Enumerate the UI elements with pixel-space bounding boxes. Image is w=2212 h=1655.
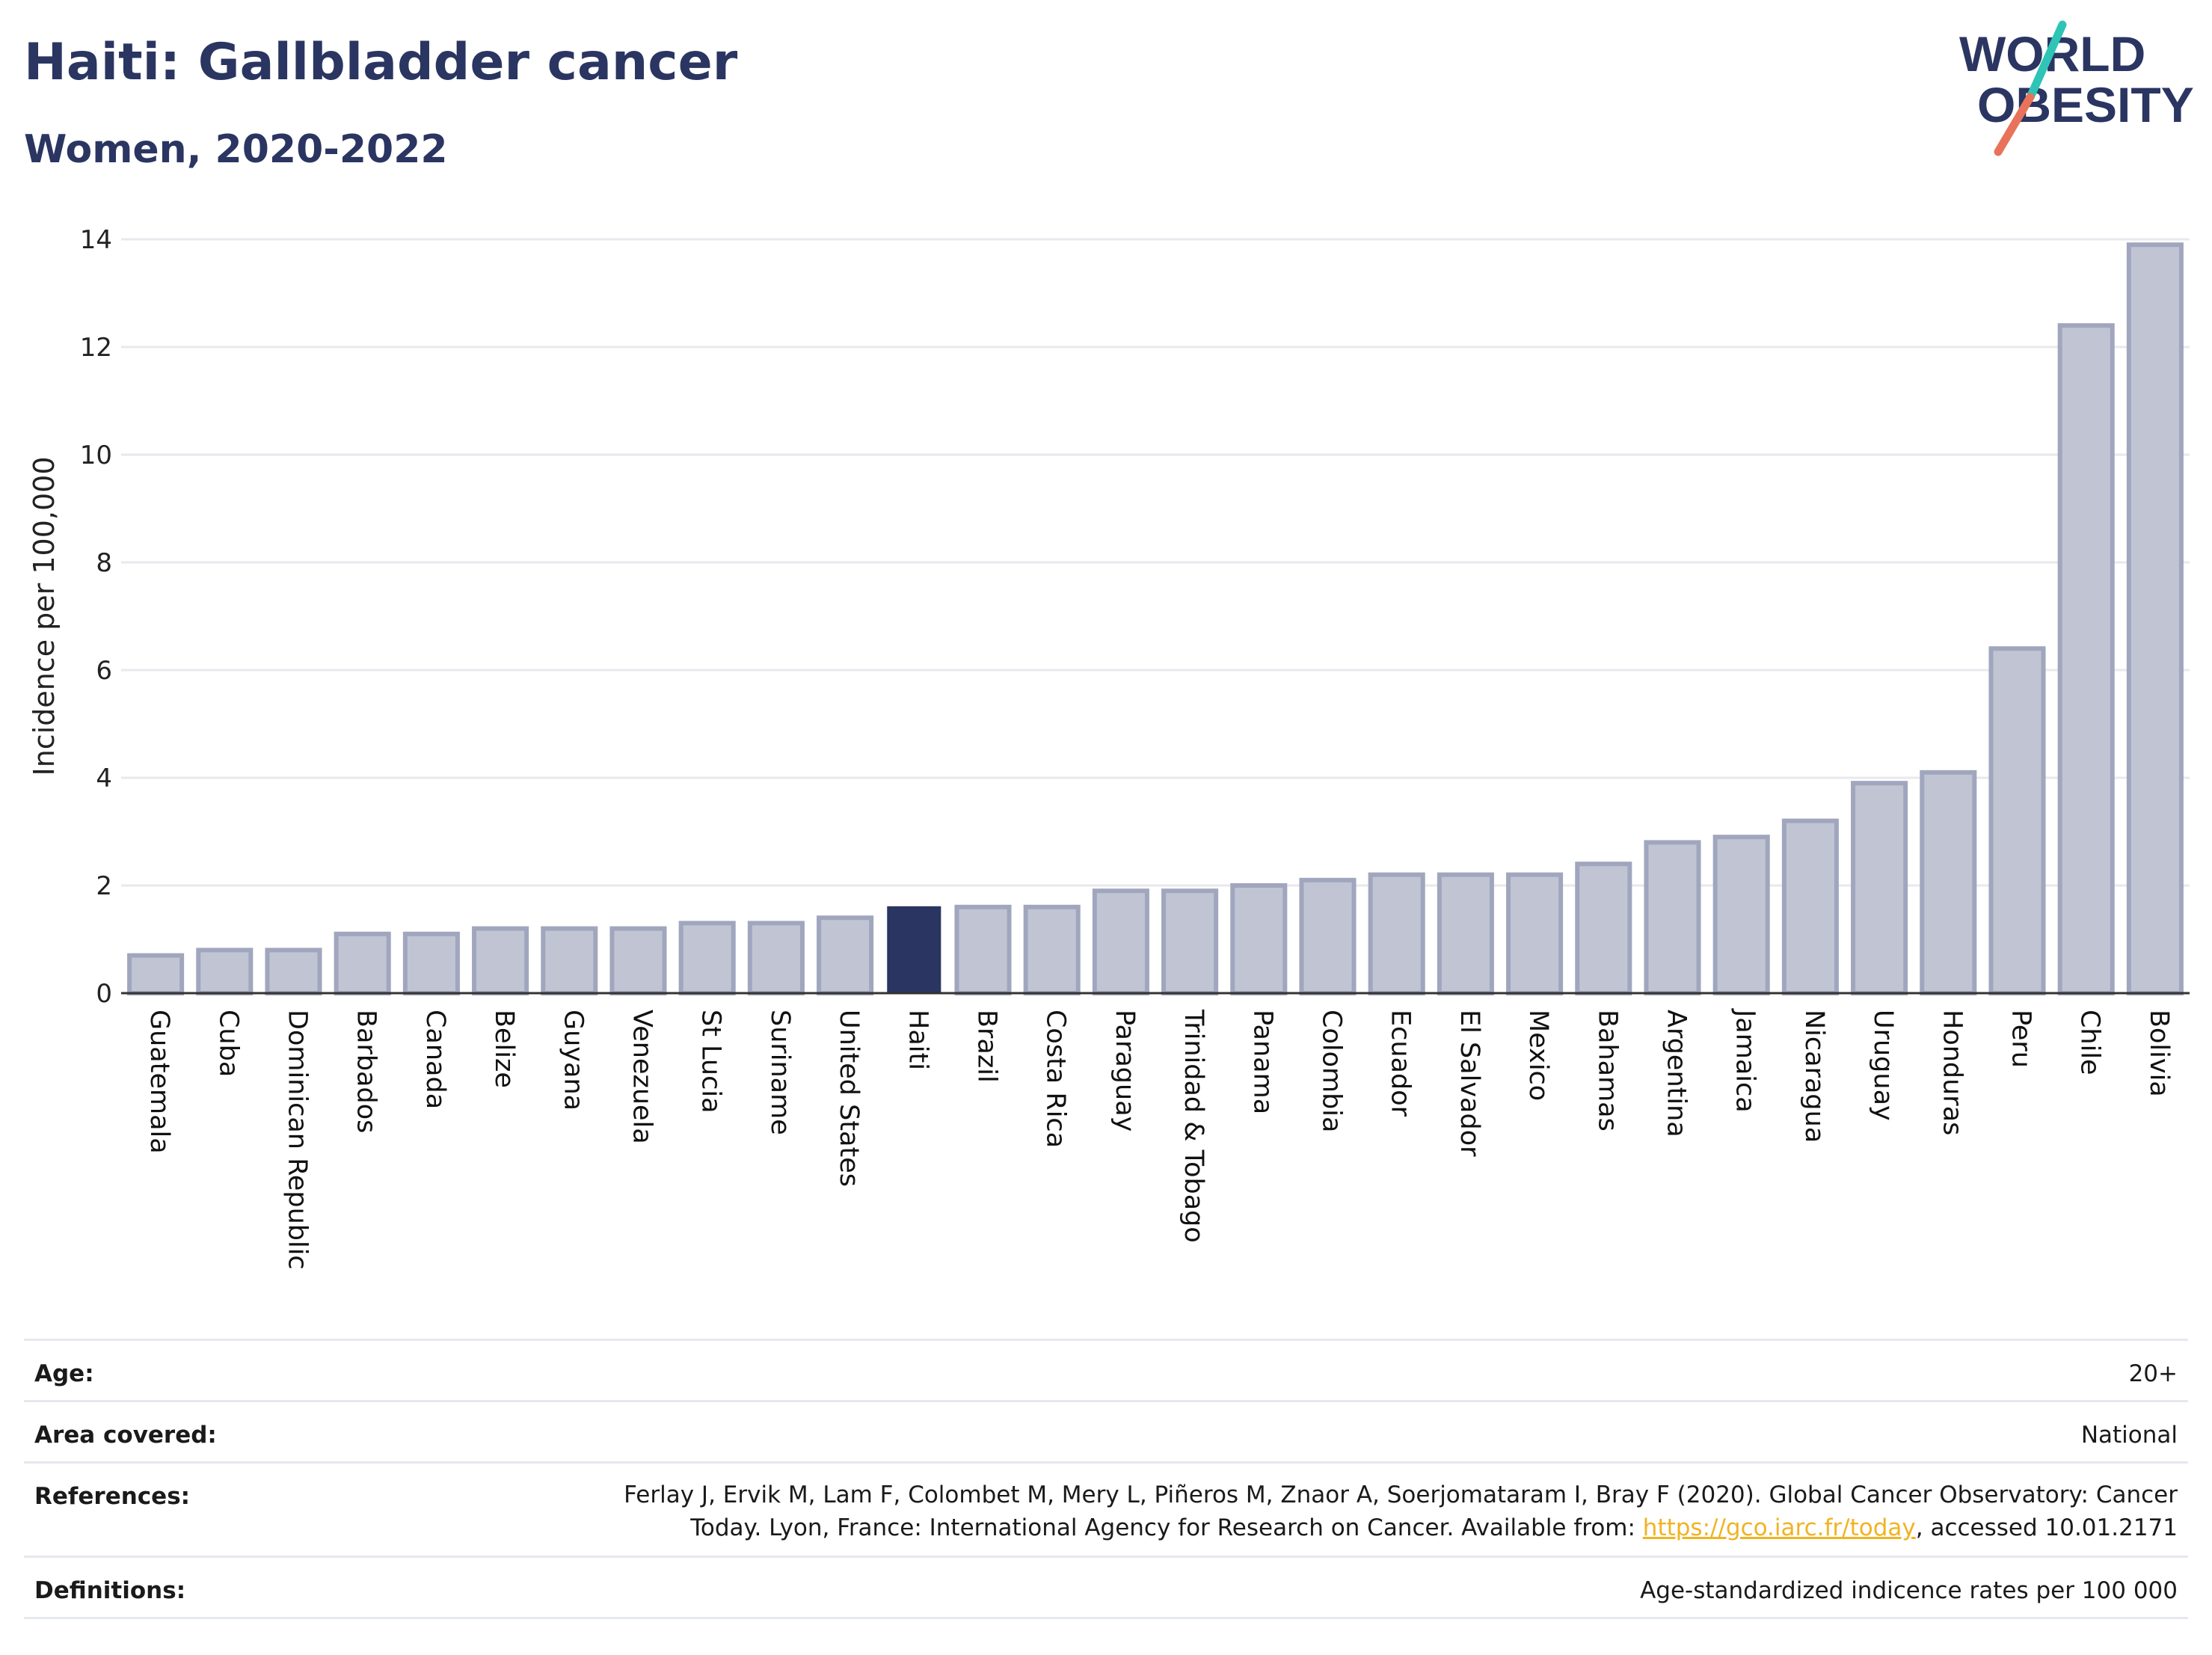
references-label: References: xyxy=(34,1483,191,1510)
bars xyxy=(127,242,2184,996)
x-tick-label: Dominican Republic xyxy=(283,1010,313,1270)
x-tick-label: Venezuela xyxy=(627,1010,657,1144)
bar-bahamas xyxy=(1575,862,1632,995)
x-tick-label: Haiti xyxy=(903,1010,933,1070)
bar-peru xyxy=(1988,646,2046,995)
x-tick-label: Canada xyxy=(420,1010,450,1109)
logo-slash-coral xyxy=(1994,93,2035,156)
gridlines xyxy=(121,238,2190,887)
x-tick-label: St Lucia xyxy=(696,1010,726,1114)
x-tick-label: Argentina xyxy=(1662,1010,1692,1137)
x-tick-label: Colombia xyxy=(1317,1010,1347,1132)
y-tick-label: 4 xyxy=(96,764,112,793)
bar-jamaica xyxy=(1712,835,1770,995)
bar-bolivia xyxy=(2126,242,2184,995)
bar-mexico xyxy=(1506,872,1564,995)
x-tick-label: Guyana xyxy=(558,1010,588,1111)
info-row-age: Age: 20+ xyxy=(24,1341,2188,1402)
area-value: National xyxy=(2080,1422,2178,1449)
bar-colombia xyxy=(1299,877,1357,996)
definitions-value: Age-standardized indicence rates per 100… xyxy=(1640,1577,2178,1604)
info-row-definitions: Definitions: Age-standardized indicence … xyxy=(24,1558,2188,1619)
bar-st-lucia xyxy=(678,921,736,996)
bar-canada xyxy=(402,931,460,996)
logo-slash-teal xyxy=(2026,20,2067,102)
age-label: Age: xyxy=(34,1360,94,1387)
x-tick-label: Uruguay xyxy=(1868,1010,1898,1121)
x-tick-label: Suriname xyxy=(765,1010,795,1135)
info-row-area: Area covered: National xyxy=(24,1402,2188,1464)
bar-brazil xyxy=(954,904,1012,996)
x-tick-label: Chile xyxy=(2075,1010,2105,1075)
references-line1: Ferlay J, Ervik M, Lam F, Colombet M, Me… xyxy=(624,1481,2178,1508)
x-tick-label: Honduras xyxy=(1937,1010,1967,1135)
y-tick-label: 14 xyxy=(80,225,112,255)
x-tick-label: Bahamas xyxy=(1592,1010,1622,1132)
x-tick-label: Brazil xyxy=(972,1010,1002,1083)
page-title: Haiti: Gallbladder cancer xyxy=(24,33,738,92)
definitions-label: Definitions: xyxy=(34,1577,186,1604)
bar-argentina xyxy=(1644,840,1701,996)
bar-costa-rica xyxy=(1023,904,1081,996)
references-value: Ferlay J, Ervik M, Lam F, Colombet M, Me… xyxy=(624,1479,2178,1544)
x-tick-label: Costa Rica xyxy=(1041,1010,1071,1148)
bar-united-states xyxy=(817,915,874,995)
y-tick-label: 10 xyxy=(80,440,112,470)
y-axis-ticks: 0 2 4 6 8 10 12 14 xyxy=(80,225,112,1009)
x-tick-label: Nicaragua xyxy=(1799,1010,1829,1143)
world-obesity-logo: WORLD OBESITY xyxy=(1959,20,2194,156)
area-label: Area covered: xyxy=(34,1422,217,1449)
x-tick-label: Peru xyxy=(2006,1010,2036,1068)
bar-guatemala xyxy=(127,953,185,995)
bar-dominican-republic xyxy=(265,948,322,996)
bar-nicaragua xyxy=(1781,818,1839,995)
bar-cuba xyxy=(196,948,254,996)
x-tick-label: Ecuador xyxy=(1386,1010,1416,1117)
references-line2-post: , accessed 10.01.2171 xyxy=(1915,1514,2178,1541)
info-table: Age: 20+ Area covered: National Referenc… xyxy=(24,1339,2188,1619)
bar-haiti xyxy=(887,906,941,995)
y-tick-label: 6 xyxy=(96,656,112,686)
bar-panama xyxy=(1230,883,1288,995)
bar-paraguay xyxy=(1092,888,1149,995)
page-subtitle: Women, 2020-2022 xyxy=(24,127,448,172)
y-tick-label: 8 xyxy=(96,548,112,578)
bar-guyana xyxy=(541,926,598,995)
bar-uruguay xyxy=(1851,781,1908,995)
x-tick-label: Bolivia xyxy=(2144,1010,2174,1097)
x-tick-label: El Salvador xyxy=(1454,1010,1484,1157)
bar-ecuador xyxy=(1368,872,1425,995)
references-link[interactable]: https://gco.iarc.fr/today xyxy=(1642,1514,1916,1541)
bar-el-salvador xyxy=(1437,872,1494,995)
y-axis-label: Incidence per 100,000 xyxy=(28,456,61,776)
y-tick-label: 2 xyxy=(96,871,112,901)
info-row-references: References: Ferlay J, Ervik M, Lam F, Co… xyxy=(24,1464,2188,1558)
x-tick-label: Jamaica xyxy=(1730,1008,1760,1113)
x-tick-label: Guatemala xyxy=(144,1010,174,1154)
bar-chile xyxy=(2057,323,2115,995)
x-tick-label: Mexico xyxy=(1523,1010,1553,1101)
y-tick-label: 0 xyxy=(96,979,112,1009)
bar-honduras xyxy=(1920,770,1977,996)
x-tick-label: Belize xyxy=(489,1010,519,1088)
x-tick-label: Barbados xyxy=(351,1010,381,1133)
age-value: 20+ xyxy=(2128,1360,2178,1387)
bar-trinidad-tobago xyxy=(1161,888,1219,995)
bar-suriname xyxy=(747,921,805,996)
bar-barbados xyxy=(334,931,391,996)
bar-venezuela xyxy=(609,926,667,995)
x-tick-label: Cuba xyxy=(213,1010,243,1077)
references-line2-pre: Today. Lyon, France: International Agenc… xyxy=(690,1514,1643,1541)
bar-belize xyxy=(472,926,529,995)
x-tick-label: Panama xyxy=(1247,1010,1277,1114)
x-tick-label: Trinidad & Tobago xyxy=(1179,1009,1208,1243)
x-axis-labels: Guatemala Cuba Dominican Republic Barbados C… xyxy=(144,1008,2174,1270)
bar-chart: 0 2 4 6 8 10 12 14 Guatemala Cuba Dominican Repub… xyxy=(28,225,2190,1270)
y-tick-label: 12 xyxy=(80,333,112,363)
x-tick-label: Paraguay xyxy=(1110,1010,1140,1132)
x-tick-label: United States xyxy=(834,1010,864,1187)
